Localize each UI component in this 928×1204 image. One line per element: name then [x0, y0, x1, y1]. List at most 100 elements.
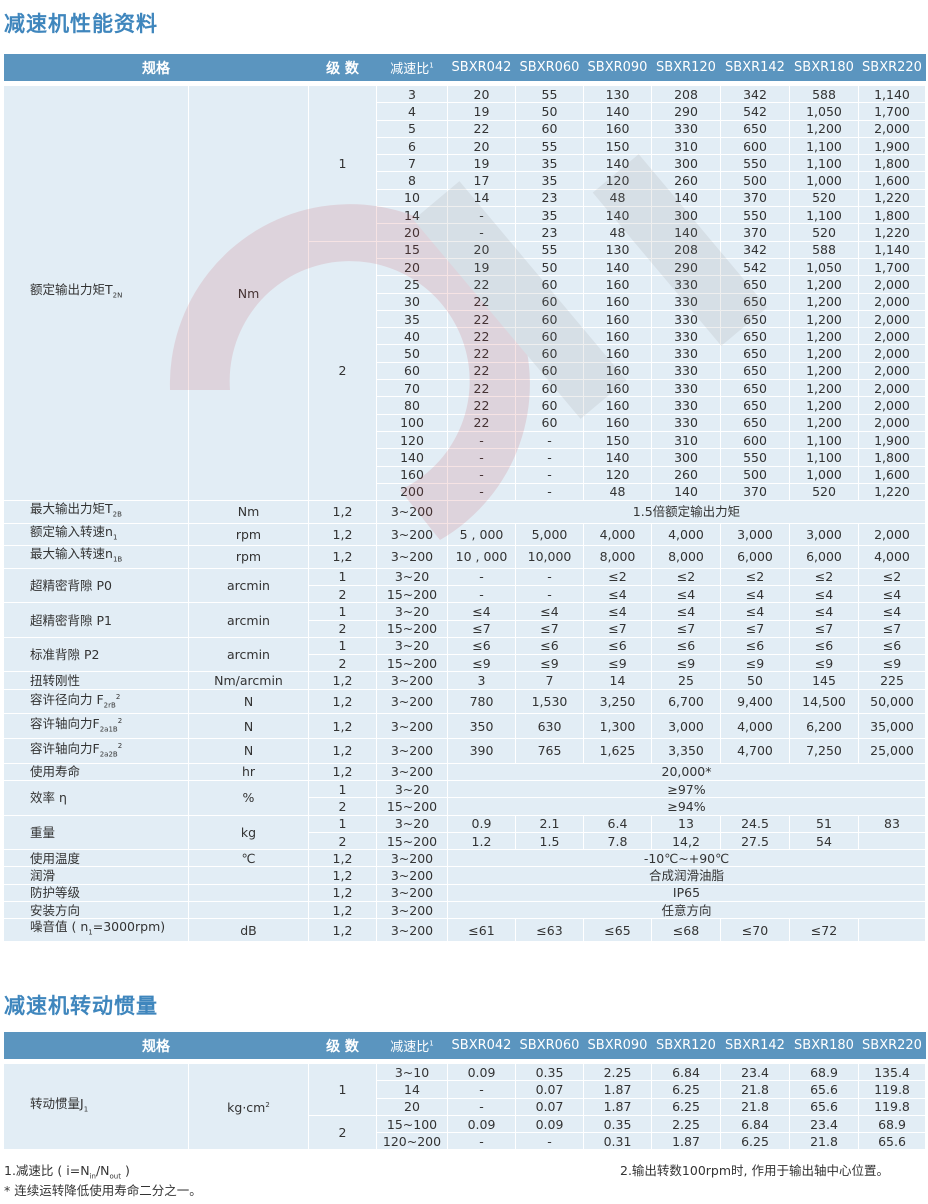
value-cell: 23 [515, 223, 584, 242]
value-cell: 83 [858, 814, 926, 833]
table-row: 40 22 60 160 330 650 1,200 2,000 [4, 327, 926, 346]
value-cell: ≤4 [583, 584, 652, 604]
value-cell: ≤2 [720, 567, 790, 586]
row-unit: Nm/arcmin [188, 671, 309, 690]
value-cell: ≤6 [720, 636, 790, 656]
value-cell: 160 [583, 361, 652, 381]
value-cell: 22 [447, 379, 516, 398]
header-model: SBXR120 [651, 54, 721, 81]
table-row: 安装方向 1,2 3~200 任意方向 [3, 901, 926, 920]
row-label: 效率 η [3, 779, 189, 816]
value-cell: 60 [515, 396, 584, 415]
row-ratio: 3~200 [376, 522, 448, 547]
value-cell: 650 [720, 361, 790, 381]
row-stage: 1,2 [308, 713, 377, 740]
value-cell: 342 [720, 84, 790, 104]
row-ratio: 20 [376, 257, 448, 277]
label-superscript: 2 [115, 692, 121, 701]
value-cell: - [447, 567, 516, 586]
value-cell: ≤6 [515, 636, 584, 656]
value-cell: 150 [583, 136, 652, 156]
value-cell: 550 [720, 206, 790, 225]
row-ratio: 20 [376, 223, 448, 242]
row-stage: 1 [308, 814, 377, 833]
table-row: 160- -120 260 500 1,000 1,600 [4, 465, 926, 484]
value-cell: 650 [720, 275, 790, 294]
value-cell: 60 [515, 327, 584, 346]
value-cell: 225 [858, 671, 926, 690]
value-cell: 6,200 [789, 713, 859, 740]
value-cell: 4,700 [720, 738, 790, 764]
row-ratio: 15~200 [376, 797, 448, 816]
table-row: 使用寿命 hr 1,2 3~200 20,000* [3, 762, 926, 781]
header-model: SBXR120 [651, 1032, 721, 1059]
value-cell: ≤4 [651, 584, 721, 604]
value-cell: 1,200 [789, 119, 859, 138]
value-cell: 6,700 [651, 688, 721, 715]
value-cell: 542 [720, 102, 790, 121]
table-row: 200- -48 140 370 520 1,220 [4, 482, 926, 502]
row-ratio: 14 [376, 206, 448, 225]
value-cell: 650 [720, 119, 790, 138]
value-cell: - [447, 1097, 516, 1116]
value-cell: ≤7 [789, 619, 859, 638]
value-cell: 6,000 [720, 545, 790, 569]
value-cell: 520 [789, 223, 859, 242]
value-cell: 48 [583, 482, 652, 502]
table-row: 20 19 50 140 290 542 1,050 1,700 [4, 257, 926, 277]
table-row: 润滑 1,2 3~200 合成润滑油脂 [3, 866, 926, 885]
value-cell: 2,000 [858, 344, 926, 363]
row-ratio: 3~200 [376, 762, 448, 781]
value-cell: 4,000 [583, 522, 652, 547]
row-ratio: 6 [376, 136, 448, 156]
value-cell: 780 [447, 688, 516, 715]
value-cell: - [515, 465, 584, 484]
row-ratio: 15~200 [376, 619, 448, 638]
value-cell: 1,900 [858, 136, 926, 156]
row-ratio: 15 [376, 240, 448, 259]
value-cell: 35 [515, 171, 584, 190]
value-cell: 50,000 [858, 688, 926, 715]
value-cell [858, 918, 926, 942]
value-cell: 650 [720, 292, 790, 311]
value-cell: 3,000 [651, 713, 721, 740]
value-cell: 330 [651, 413, 721, 432]
row-label: 最大输出力矩T2B [3, 500, 189, 524]
value-cell: 300 [651, 448, 721, 467]
row-unit: rpm [188, 545, 309, 569]
value-cell: 60 [515, 275, 584, 294]
value-cell: 19 [447, 102, 516, 121]
value-cell: 500 [720, 465, 790, 484]
value-cell: - [515, 1132, 584, 1151]
header-ratio: 减速比1 [376, 54, 448, 81]
table-row: 额定输入转速n1 rpm 1,2 3~200 5 , 000 5,000 4,000 4,00… [3, 522, 926, 547]
value-cell: 630 [515, 713, 584, 740]
value-cell: 120 [583, 171, 652, 190]
value-cell: 0.09 [515, 1114, 584, 1134]
value-cell: 2,000 [858, 275, 926, 294]
value-cell: 650 [720, 327, 790, 346]
value-cell: 14,500 [789, 688, 859, 715]
value-cell: ≤9 [720, 654, 790, 673]
value-cell: 7,250 [789, 738, 859, 764]
value-cell: 1,600 [858, 171, 926, 190]
value-cell: 6.84 [720, 1114, 790, 1134]
value-cell: 6.25 [720, 1132, 790, 1151]
value-cell: 27.5 [720, 831, 790, 851]
value-cell: 23.4 [720, 1062, 790, 1082]
value-cell: 550 [720, 154, 790, 173]
value-cell: - [515, 448, 584, 467]
row-label: 防护等级 [3, 883, 189, 903]
value-cell: 600 [720, 136, 790, 156]
row-label: 容许轴向力F2a1B2 [3, 713, 189, 740]
value-cell: 6.4 [583, 814, 652, 833]
value-cell: 310 [651, 430, 721, 450]
table-row: 70 22 60 160 330 650 1,200 2,000 [4, 379, 926, 398]
value-cell: 140 [651, 188, 721, 208]
value-cell: ≤2 [858, 567, 926, 586]
table-row: 最大输出力矩T2B Nm 1,2 3~200 1.5倍额定输出力矩 [3, 500, 926, 524]
value-cell: 1.5 [515, 831, 584, 851]
row-ratio: 3~200 [376, 883, 448, 903]
row-label: 扭转刚性 [3, 671, 189, 690]
value-cell: ≤9 [583, 654, 652, 673]
